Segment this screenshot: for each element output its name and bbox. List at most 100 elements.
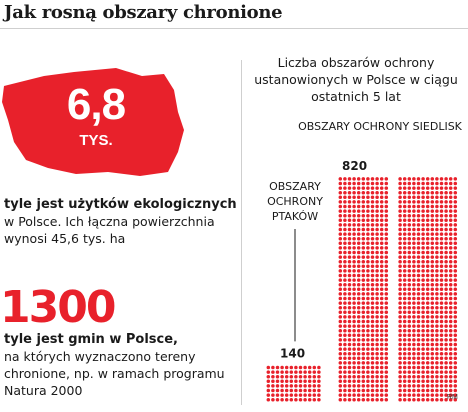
bar-dot	[398, 338, 402, 342]
bar-dot	[402, 305, 407, 310]
bar-dot	[366, 370, 370, 374]
bar-dot	[453, 370, 458, 374]
bar-dot	[453, 181, 458, 186]
bar-1	[266, 365, 321, 402]
bar-dot	[343, 361, 347, 365]
bar-dot	[347, 181, 352, 186]
bar-dot	[289, 365, 294, 370]
bar-dot	[421, 384, 425, 388]
bar-dot	[356, 250, 361, 255]
bar-dot	[407, 292, 412, 296]
bar-dot	[379, 333, 384, 338]
bar-dot	[398, 250, 402, 255]
bar-dot	[284, 384, 289, 388]
bar-dot	[343, 255, 347, 259]
bar-dot	[356, 324, 361, 328]
bar-dot	[435, 181, 439, 186]
bar-dot	[421, 324, 425, 328]
bar-dot	[343, 305, 347, 310]
bar-dot	[352, 236, 356, 241]
bar-dot	[430, 397, 435, 402]
bar-dot	[356, 227, 361, 232]
bar-dot	[412, 388, 416, 393]
bar-dot	[361, 292, 366, 296]
bar-dot	[407, 374, 412, 379]
bar-dot	[375, 384, 379, 388]
bar-dot	[412, 356, 416, 361]
bar-dot	[407, 347, 412, 351]
bar-dot	[402, 241, 407, 246]
bar-dot	[421, 259, 425, 264]
bar-dot	[435, 324, 439, 328]
bar-dot	[421, 333, 425, 338]
bar-dot	[444, 342, 448, 347]
bar-dot	[416, 241, 421, 246]
bar-dot	[435, 273, 439, 278]
bar-dot	[412, 347, 416, 351]
bar-dot	[379, 269, 384, 273]
bar-dot	[425, 200, 430, 204]
bar-dot	[352, 241, 356, 246]
bar-dot	[439, 264, 444, 269]
bar-dot	[338, 296, 343, 301]
bar-dot	[298, 365, 303, 370]
bar-dot	[430, 305, 435, 310]
bar-dot	[444, 292, 448, 296]
bar-dot	[384, 347, 389, 351]
bar-dot	[435, 351, 439, 356]
bar-dot	[430, 310, 435, 315]
bar-dot	[379, 213, 384, 218]
bar-dot	[416, 255, 421, 259]
bar-dot	[375, 269, 379, 273]
bar-dot	[347, 227, 352, 232]
bar-dot	[444, 186, 448, 190]
bar-dot	[312, 374, 317, 379]
bar-dot	[398, 315, 402, 319]
bar-dot	[421, 213, 425, 218]
bar-dot	[453, 310, 458, 315]
bar-dot	[352, 200, 356, 204]
bar-dot	[402, 186, 407, 190]
bar-dot	[453, 246, 458, 250]
bar-dot	[398, 282, 402, 287]
bar-dot	[439, 250, 444, 255]
bar-dot	[430, 384, 435, 388]
bar-dot	[361, 227, 366, 232]
bar-dot	[412, 351, 416, 356]
bar-dot	[402, 273, 407, 278]
bar-dot	[379, 200, 384, 204]
bar-dot	[266, 365, 271, 370]
bar-dot	[430, 186, 435, 190]
bar-dot	[284, 365, 289, 370]
bar-dot	[275, 370, 280, 374]
bar-dot	[412, 365, 416, 370]
bar-dot	[356, 365, 361, 370]
bar-dot	[435, 333, 439, 338]
bar-dot	[275, 393, 280, 397]
bar-dot	[448, 338, 453, 342]
bar-dot	[430, 374, 435, 379]
bar-dot	[356, 319, 361, 324]
bar-dot	[435, 223, 439, 227]
bar-dot	[352, 356, 356, 361]
bar-dot	[448, 292, 453, 296]
bar-dot	[338, 324, 343, 328]
bar-dot	[439, 209, 444, 213]
bar-dot	[430, 282, 435, 287]
bar-dot	[448, 315, 453, 319]
bar-dot	[361, 324, 366, 328]
bar-dot	[444, 315, 448, 319]
bar-dot	[280, 388, 284, 393]
bar-dot	[352, 232, 356, 236]
bar-dot	[384, 365, 389, 370]
bar-dot	[366, 365, 370, 370]
bar-dot	[338, 186, 343, 190]
bar-dot	[294, 393, 298, 397]
bar-dot	[421, 315, 425, 319]
bar-dot	[448, 213, 453, 218]
bar-dot	[425, 190, 430, 195]
bar-dot	[430, 365, 435, 370]
bar-dot	[347, 218, 352, 223]
bar-dot	[421, 250, 425, 255]
bar-dot	[398, 278, 402, 282]
